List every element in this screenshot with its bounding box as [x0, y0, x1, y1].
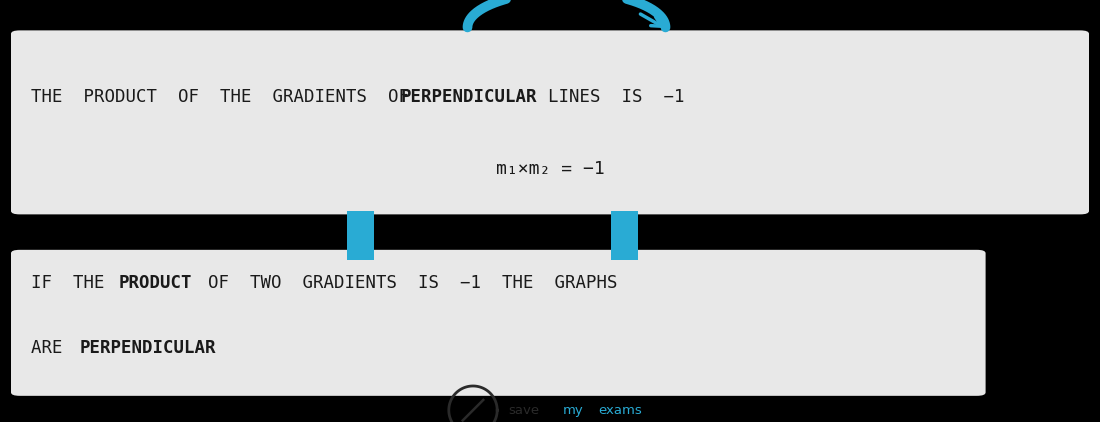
Text: LINES  IS  −1: LINES IS −1 [527, 88, 685, 106]
FancyBboxPatch shape [346, 211, 374, 260]
Text: my: my [563, 404, 584, 417]
Text: OF  TWO  GRADIENTS  IS  −1  THE  GRAPHS: OF TWO GRADIENTS IS −1 THE GRAPHS [187, 274, 617, 292]
Text: THE  PRODUCT  OF  THE  GRADIENTS  OF: THE PRODUCT OF THE GRADIENTS OF [31, 88, 430, 106]
Text: ARE: ARE [31, 339, 84, 357]
FancyBboxPatch shape [11, 30, 1089, 214]
FancyBboxPatch shape [11, 250, 986, 396]
Text: m₁×m₂ = −1: m₁×m₂ = −1 [496, 160, 604, 178]
Text: IF  THE: IF THE [31, 274, 125, 292]
FancyBboxPatch shape [610, 211, 638, 260]
Text: PERPENDICULAR: PERPENDICULAR [79, 339, 216, 357]
Text: PERPENDICULAR: PERPENDICULAR [400, 88, 537, 106]
Text: exams: exams [598, 404, 642, 417]
Text: save: save [508, 404, 539, 417]
Text: PRODUCT: PRODUCT [119, 274, 191, 292]
